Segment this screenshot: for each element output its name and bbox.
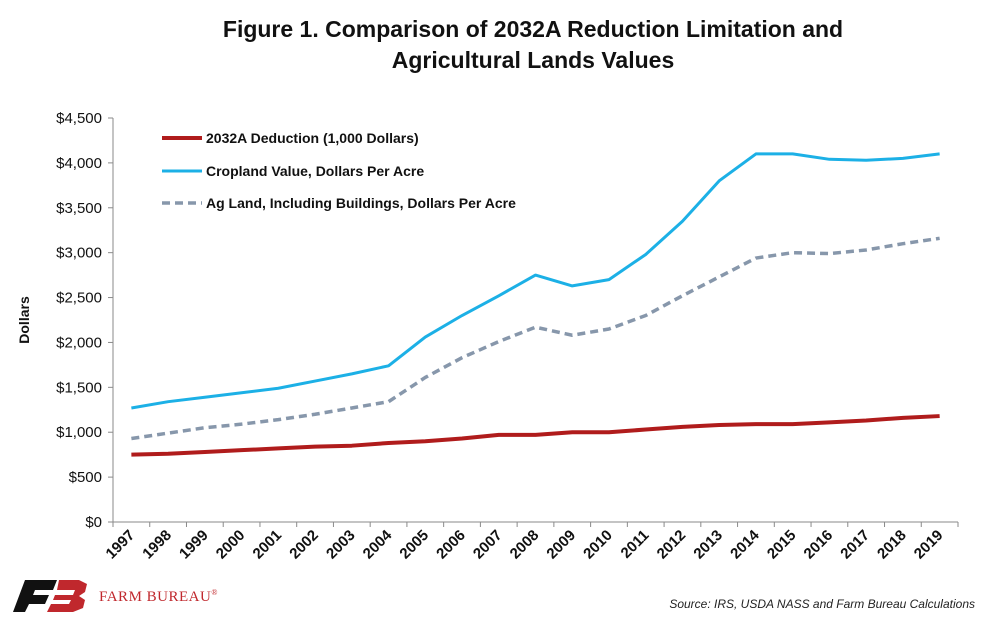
x-tick-label: 2011 xyxy=(618,527,653,562)
chart-title-line-1: Figure 1. Comparison of 2032A Reduction … xyxy=(222,16,844,42)
x-tick-label: 2004 xyxy=(360,526,396,562)
x-tick-label: 2002 xyxy=(286,527,322,563)
y-tick-label: $1,000 xyxy=(56,424,102,441)
chart-title-line-2: Agricultural Lands Values xyxy=(391,47,675,73)
x-tick-label: 2014 xyxy=(727,526,763,562)
logo-trademark: ® xyxy=(211,588,218,597)
series-line-3 xyxy=(131,236,940,441)
x-tick-label: 2000 xyxy=(213,527,249,563)
y-tick-label: $0 xyxy=(85,514,102,531)
legend-label: Ag Land, Including Buildings, Dollars Pe… xyxy=(206,195,516,211)
x-tick-label: 2005 xyxy=(396,527,432,563)
source-note: Source: IRS, USDA NASS and Farm Bureau C… xyxy=(669,597,975,611)
x-tick-label: 2009 xyxy=(543,527,579,563)
logo-wordmark: FARM BUREAU® xyxy=(99,588,218,606)
y-tick-label: $4,000 xyxy=(56,155,102,172)
y-axis: $0 $500 $1,000 $1,500 $2,000 $2,500 $3,000 $3,5… xyxy=(56,110,114,531)
series-line-2 xyxy=(131,152,940,410)
chart-title: Figure 1. Comparison of 2032A Reduction … xyxy=(0,14,993,76)
x-tick-label: 2019 xyxy=(911,527,947,563)
x-tick-label: 2013 xyxy=(690,527,726,563)
x-tick-label: 1999 xyxy=(176,527,212,563)
legend-label: Cropland Value, Dollars Per Acre xyxy=(206,163,424,179)
x-tick-label: 1998 xyxy=(139,527,175,563)
x-tick-label: 2008 xyxy=(507,527,543,563)
y-tick-label: $3,500 xyxy=(56,200,102,217)
y-tick-label: $500 xyxy=(69,469,102,486)
x-tick-label: 2018 xyxy=(874,527,910,563)
x-tick-label: 2007 xyxy=(470,527,506,563)
x-tick-label: 2010 xyxy=(580,527,616,563)
x-tick-label: 2017 xyxy=(837,527,873,563)
x-tick-label: 2015 xyxy=(764,527,800,563)
y-tick-label: $2,500 xyxy=(56,290,102,307)
legend: 2032A Deduction (1,000 Dollars) Cropland … xyxy=(162,130,516,211)
y-tick-label: $2,000 xyxy=(56,334,102,351)
x-tick-label: 2001 xyxy=(250,527,286,563)
x-axis: 1997 1998 1999 2000 2001 2002 2003 2004 2005 2006… xyxy=(103,521,959,563)
farm-bureau-logo: FARM BUREAU® xyxy=(13,578,253,614)
x-tick-label: 2012 xyxy=(654,527,690,563)
y-tick-label: $4,500 xyxy=(56,110,102,127)
y-tick-label: $3,000 xyxy=(56,245,102,262)
x-tick-label: 1997 xyxy=(103,527,139,563)
x-tick-label: 2006 xyxy=(433,527,469,563)
plot-area xyxy=(131,152,940,457)
y-tick-label: $1,500 xyxy=(56,379,102,396)
series-line-1 xyxy=(131,414,940,457)
logo-text: FARM BUREAU xyxy=(99,589,212,605)
legend-label: 2032A Deduction (1,000 Dollars) xyxy=(206,130,419,146)
x-tick-label: 2016 xyxy=(801,527,837,563)
x-tick-label: 2003 xyxy=(323,527,359,563)
y-axis-label: Dollars xyxy=(16,296,32,344)
fb-logo-icon xyxy=(13,580,87,612)
